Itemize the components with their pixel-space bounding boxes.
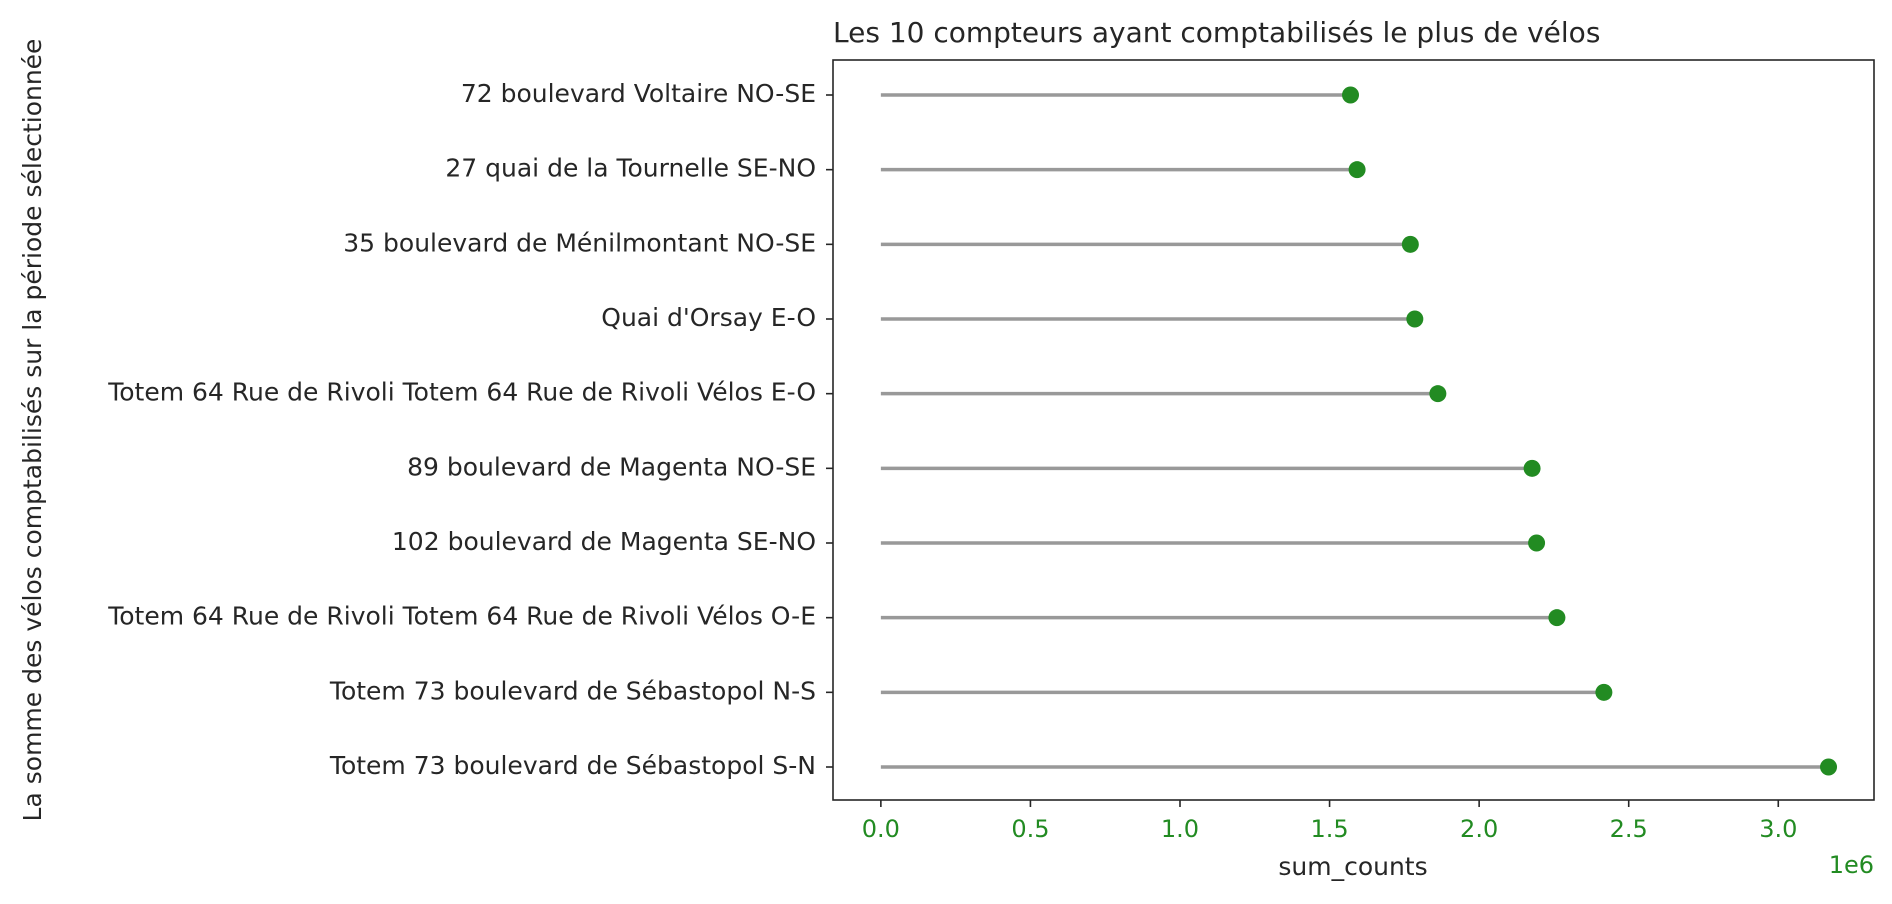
- x-tick-label: 2.0: [1460, 815, 1498, 843]
- x-tick-label: 0.0: [862, 815, 900, 843]
- y-tick-label: 35 boulevard de Ménilmontant NO-SE: [343, 228, 816, 257]
- lollipop-marker: [1406, 310, 1424, 328]
- x-tick-label: 0.5: [1011, 815, 1049, 843]
- y-axis-ticks: 72 boulevard Voltaire NO-SE 27 quai de la…: [107, 79, 833, 780]
- lollipop-marker: [1342, 86, 1360, 104]
- x-tick-label: 1.5: [1310, 815, 1348, 843]
- x-tick-label: 2.5: [1610, 815, 1648, 843]
- lollipop-marker: [1429, 385, 1447, 403]
- y-tick-label: 102 boulevard de Magenta SE-NO: [392, 527, 816, 556]
- lollipop-marker: [1401, 235, 1419, 253]
- markers-layer: [1342, 86, 1838, 776]
- lollipop-marker: [1348, 161, 1366, 179]
- x-axis-offset-label: 1e6: [1829, 851, 1874, 879]
- y-tick-label: Totem 64 Rue de Rivoli Totem 64 Rue de R…: [107, 602, 816, 631]
- x-axis-label: sum_counts: [1278, 852, 1427, 881]
- plot-frame: [832, 59, 1875, 801]
- y-tick-label: Totem 64 Rue de Rivoli Totem 64 Rue de R…: [107, 378, 816, 407]
- chart-title: Les 10 compteurs ayant comptabilisés le …: [833, 16, 1600, 49]
- y-tick-label: Totem 73 boulevard de Sébastopol N-S: [329, 676, 816, 705]
- lollipop-marker: [1820, 758, 1838, 776]
- y-tick-label: 27 quai de la Tournelle SE-NO: [445, 154, 816, 183]
- y-tick-label: 72 boulevard Voltaire NO-SE: [461, 79, 816, 108]
- y-tick-label: Quai d'Orsay E-O: [601, 303, 816, 332]
- y-tick-label: Totem 73 boulevard de Sébastopol S-N: [329, 751, 816, 780]
- lollipop-marker: [1595, 683, 1613, 701]
- lollipop-marker: [1548, 609, 1566, 627]
- stems-layer: [880, 93, 1829, 769]
- x-axis-ticks: 0.0 0.5 1.0 1.5 2.0 2.5 3.0: [862, 800, 1797, 843]
- y-tick-label: 89 boulevard de Magenta NO-SE: [407, 452, 816, 481]
- lollipop-marker: [1528, 534, 1546, 552]
- lollipop-marker: [1523, 459, 1541, 477]
- x-tick-label: 3.0: [1759, 815, 1797, 843]
- x-tick-label: 1.0: [1161, 815, 1199, 843]
- y-axis-label: La somme des vélos comptabilisés sur la …: [18, 39, 47, 822]
